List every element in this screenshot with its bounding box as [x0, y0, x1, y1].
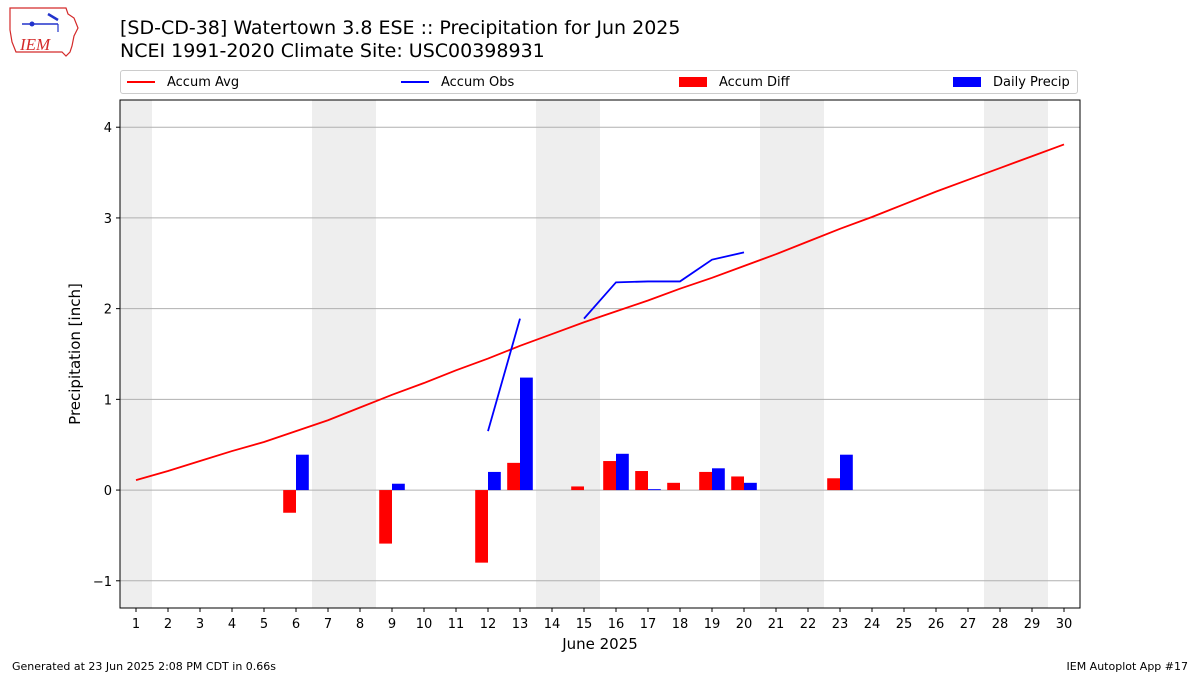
- bar-accum-diff: [731, 476, 744, 491]
- x-tick-label: 14: [544, 617, 561, 632]
- bar-accum-diff: [379, 490, 392, 544]
- x-axis-label: June 2025: [561, 635, 638, 653]
- footer-generated: Generated at 23 Jun 2025 2:08 PM CDT in …: [12, 660, 277, 673]
- legend-label-daily-precip: Daily Precip: [993, 74, 1070, 90]
- bar-daily-precip: [296, 454, 309, 491]
- x-tick-label: 12: [480, 617, 497, 632]
- bar-accum-diff: [571, 486, 584, 491]
- y-tick-label: 0: [104, 484, 112, 499]
- y-tick-label: 4: [104, 121, 112, 136]
- legend-label-accum-avg: Accum Avg: [167, 74, 240, 90]
- legend-label-accum-diff: Accum Diff: [719, 74, 790, 90]
- x-tick-label: 17: [640, 617, 657, 632]
- x-tick-label: 5: [260, 617, 268, 632]
- x-tick-label: 26: [928, 617, 945, 632]
- x-tick-label: 15: [576, 617, 593, 632]
- y-tick-label: 2: [104, 303, 112, 318]
- bar-daily-precip: [520, 377, 533, 491]
- legend-item-accum-avg: Accum Avg: [127, 71, 239, 93]
- bar-daily-precip: [616, 453, 629, 491]
- x-tick-label: 9: [388, 617, 396, 632]
- line-accum-obs: [487, 318, 521, 432]
- chart-title: [SD-CD-38] Watertown 3.8 ESE :: Precipit…: [120, 17, 681, 39]
- x-tick-label: 30: [1056, 617, 1073, 632]
- bar-daily-precip: [648, 489, 661, 491]
- plot-frame: [119, 99, 1081, 609]
- legend-item-daily-precip: Daily Precip: [953, 71, 1070, 93]
- bar-accum-diff: [667, 482, 680, 491]
- bar-daily-precip: [744, 482, 757, 491]
- legend-item-accum-obs: Accum Obs: [401, 71, 514, 93]
- bar-accum-diff: [507, 462, 520, 491]
- x-tick-label: 11: [448, 617, 465, 632]
- bar-daily-precip: [712, 468, 725, 491]
- iem-logo: IEM: [8, 6, 80, 58]
- x-tick-label: 1: [132, 617, 140, 632]
- y-axis-label: Precipitation [inch]: [66, 283, 84, 425]
- iem-logo-graphic: IEM: [9, 7, 79, 57]
- bar-accum-diff: [475, 490, 488, 563]
- x-tick-label: 6: [292, 617, 300, 632]
- line-accum-avg: [135, 143, 1065, 481]
- x-tick-label: 16: [608, 617, 625, 632]
- x-tick-label: 8: [356, 617, 364, 632]
- legend-label-accum-obs: Accum Obs: [441, 74, 515, 90]
- y-tick-label: 3: [104, 212, 112, 227]
- x-tick-label: 10: [416, 617, 433, 632]
- legend-item-accum-diff: Accum Diff: [679, 71, 790, 93]
- x-tick-label: 22: [800, 617, 817, 632]
- legend: Accum Avg Accum Obs Accum Diff Daily Pre…: [120, 70, 1078, 94]
- x-tick-label: 25: [896, 617, 913, 632]
- weekend-shade: [120, 100, 152, 608]
- weekend-shade: [760, 100, 824, 608]
- x-tick-label: 24: [864, 617, 881, 632]
- legend-swatch-accum-obs: [401, 81, 429, 83]
- weekend-shade: [984, 100, 1048, 608]
- line-accum-obs: [583, 251, 745, 320]
- weekend-shade: [312, 100, 376, 608]
- x-tick-label: 13: [512, 617, 529, 632]
- x-tick-label: 21: [768, 617, 785, 632]
- y-tick-label: 1: [104, 393, 112, 408]
- x-tick-label: 7: [324, 617, 332, 632]
- x-tick-label: 23: [832, 617, 849, 632]
- x-tick-label: 3: [196, 617, 204, 632]
- bar-accum-diff: [635, 471, 648, 491]
- logo-text: IEM: [19, 35, 51, 54]
- bar-daily-precip: [392, 483, 405, 491]
- chart-subtitle: NCEI 1991-2020 Climate Site: USC00398931: [120, 40, 545, 62]
- x-tick-label: 28: [992, 617, 1009, 632]
- weekend-shade: [536, 100, 600, 608]
- x-tick-label: 27: [960, 617, 977, 632]
- x-tick-label: 29: [1024, 617, 1041, 632]
- x-tick-label: 2: [164, 617, 172, 632]
- bar-accum-diff: [283, 490, 296, 513]
- x-tick-label: 18: [672, 617, 689, 632]
- bar-daily-precip: [488, 471, 501, 491]
- bar-accum-diff: [827, 478, 840, 491]
- footer-app: IEM Autoplot App #17: [1066, 660, 1189, 673]
- x-tick-label: 20: [736, 617, 753, 632]
- bar-accum-diff: [603, 461, 616, 491]
- x-tick-label: 19: [704, 617, 721, 632]
- x-tick-label: 4: [228, 617, 236, 632]
- legend-swatch-accum-diff: [679, 77, 707, 87]
- legend-swatch-accum-avg: [127, 81, 155, 83]
- legend-swatch-daily-precip: [953, 77, 981, 87]
- bar-accum-diff: [699, 471, 712, 491]
- bar-daily-precip: [840, 454, 853, 491]
- y-tick-label: −1: [93, 575, 112, 590]
